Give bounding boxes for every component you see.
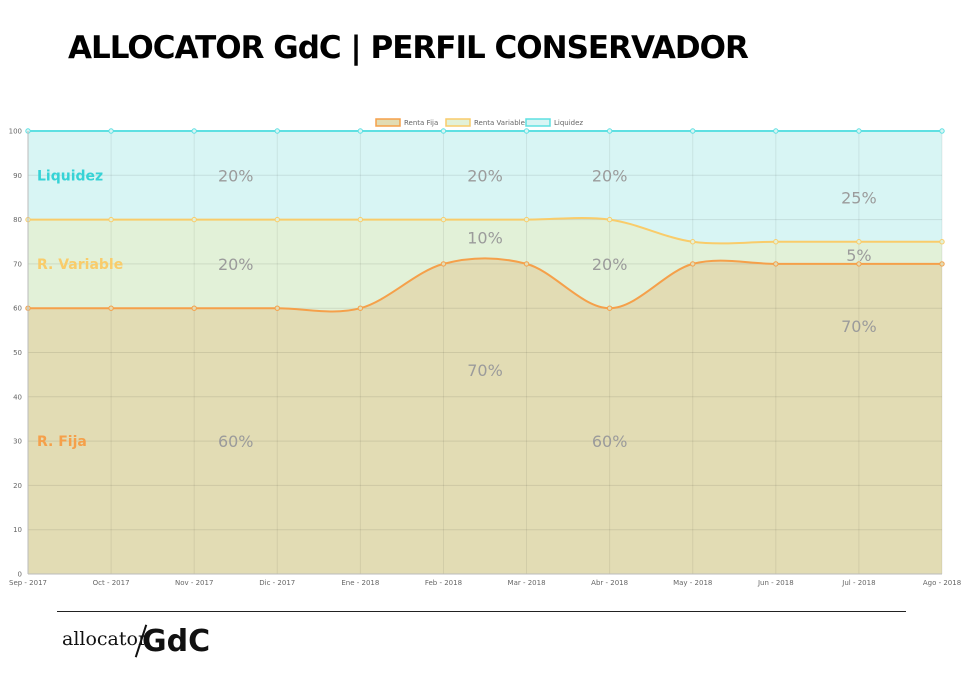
percent-annotation-0: 20% [218, 166, 254, 185]
y-tick-label-8: 80 [13, 216, 22, 224]
data-point-2-10 [856, 128, 862, 134]
percent-annotation-5: 20% [218, 255, 254, 274]
data-point-1-9 [773, 239, 779, 245]
logo-word: allocator [62, 628, 148, 650]
side-label-0: Liquidez [37, 168, 103, 184]
chart-axes: 0 10 20 30 40 50 60 70 80 90 100 Sep - 2017 Oct - 20… [9, 128, 961, 588]
data-point-0-7 [606, 305, 613, 311]
y-tick-label-5: 50 [13, 349, 22, 357]
data-point-2-5 [440, 128, 447, 134]
y-tick-label-7: 70 [13, 260, 22, 268]
y-tick-label-0: 0 [18, 571, 22, 579]
data-point-1-3 [274, 216, 280, 223]
percent-annotation-3: 25% [841, 188, 877, 207]
data-point-0-5 [440, 261, 447, 267]
allocation-area-chart: 0 10 20 30 40 50 60 70 80 90 100 Sep - 2017 Oct - 20… [9, 118, 961, 588]
x-tick-label-4: Ene - 2018 [341, 579, 379, 587]
data-point-2-7 [606, 128, 613, 134]
area-fill-0 [28, 258, 942, 574]
x-tick-label-8: May - 2018 [673, 579, 712, 587]
side-label-2: R. Fija [37, 434, 87, 450]
y-tick-label-4: 40 [13, 393, 22, 401]
x-tick-label-1: Oct - 2017 [93, 579, 130, 587]
data-point-2-1 [108, 128, 114, 134]
chart-legend: Renta Fija Renta Variable Liquidez [375, 118, 583, 127]
x-tick-label-11: Ago - 2018 [923, 579, 961, 587]
percent-annotation-10: 60% [218, 432, 254, 451]
y-tick-label-1: 10 [13, 526, 22, 534]
percent-annotation-6: 20% [592, 255, 628, 274]
series-line-1 [28, 216, 942, 245]
percent-annotation-2: 20% [592, 166, 628, 185]
data-point-2-4 [357, 128, 364, 134]
chart-annotations: Liquidez R. Variable R. Fija 20% 20% 20% 25% 10… [37, 166, 877, 451]
data-point-0-3 [274, 305, 280, 311]
data-point-1-7 [606, 216, 613, 223]
series-lines [28, 130, 942, 313]
percent-annotation-8: 70% [841, 317, 877, 336]
series-line-0 [28, 257, 942, 313]
data-point-1-5 [440, 216, 447, 223]
y-tick-label-9: 90 [13, 172, 22, 180]
page-title: ALLOCATOR GdC | PERFIL CONSERVADOR [68, 30, 749, 66]
data-point-0-6 [523, 261, 530, 267]
x-tick-label-2: Nov - 2017 [175, 579, 213, 587]
logo-brand: GdC [142, 624, 211, 659]
data-point-0-1 [108, 305, 114, 311]
x-tick-label-5: Feb - 2018 [425, 579, 462, 587]
data-point-0-2 [191, 305, 197, 311]
legend-swatch-1 [445, 118, 471, 127]
legend-swatch-2 [525, 118, 551, 127]
data-point-0-4 [357, 305, 364, 311]
data-point-2-3 [274, 128, 280, 134]
y-tick-label-6: 60 [13, 305, 22, 313]
data-point-1-8 [690, 239, 696, 245]
percent-annotation-11: 60% [592, 432, 628, 451]
data-point-2-11 [939, 128, 945, 134]
x-tick-label-10: Jul - 2018 [841, 579, 875, 587]
percent-annotation-7: 5% [846, 246, 871, 265]
y-tick-label-10: 100 [9, 128, 22, 136]
x-tick-label-3: Dic - 2017 [259, 579, 295, 587]
data-point-1-6 [523, 216, 530, 223]
data-point-1-11 [939, 239, 945, 245]
data-point-1-1 [108, 216, 114, 223]
x-tick-label-0: Sep - 2017 [9, 579, 47, 587]
x-tick-label-6: Mar - 2018 [508, 579, 546, 587]
percent-annotation-9: 70% [467, 361, 503, 380]
y-tick-label-3: 30 [13, 438, 22, 446]
area-fills [28, 131, 942, 574]
x-tick-label-7: Abr - 2018 [591, 579, 628, 587]
data-point-0-9 [773, 261, 779, 267]
data-point-2-6 [523, 128, 530, 134]
legend-label-0: Renta Fija [404, 119, 438, 127]
y-tick-label-2: 20 [13, 482, 22, 490]
data-point-2-2 [191, 128, 197, 134]
footer-divider [57, 611, 906, 612]
percent-annotation-4: 10% [467, 228, 503, 247]
data-point-1-2 [191, 216, 197, 223]
data-point-0-10 [856, 261, 862, 267]
data-point-1-4 [357, 216, 364, 223]
legend-label-1: Renta Variable [474, 119, 525, 127]
data-point-0-8 [690, 261, 696, 267]
data-point-0-11 [939, 261, 945, 267]
legend-swatch-0 [375, 118, 401, 127]
side-label-1: R. Variable [37, 257, 123, 273]
data-point-2-8 [690, 128, 696, 134]
legend-label-2: Liquidez [554, 119, 583, 127]
data-point-2-9 [773, 128, 779, 134]
data-point-1-10 [856, 239, 862, 245]
x-tick-label-9: Jun - 2018 [757, 579, 794, 587]
percent-annotation-1: 20% [467, 166, 503, 185]
